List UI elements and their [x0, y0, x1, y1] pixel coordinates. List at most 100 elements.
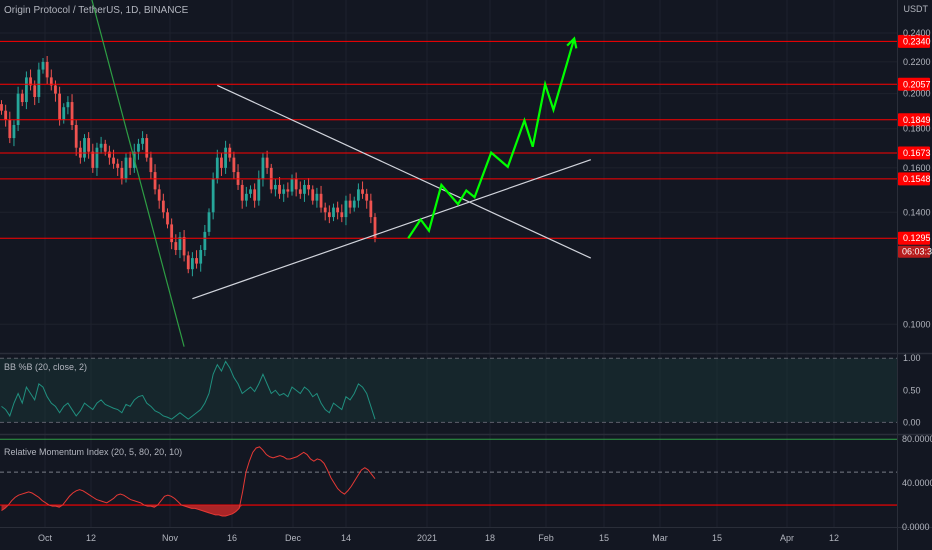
- countdown-text: 06:03:38: [902, 247, 932, 257]
- candle: [323, 202, 327, 221]
- quote-currency-label: USDT: [903, 4, 929, 14]
- price-axis-label: 0.1000: [903, 319, 931, 329]
- candle-body: [290, 178, 294, 192]
- level-price-tag-text: 0.1673: [903, 148, 931, 158]
- candle: [211, 172, 215, 220]
- time-axis-label: 12: [829, 533, 839, 543]
- candle-body: [137, 143, 140, 152]
- candle-body: [215, 157, 219, 179]
- candle-body: [128, 157, 132, 168]
- bb-axis-label: 1.00: [903, 353, 921, 363]
- candle-body: [37, 69, 41, 97]
- candle-body: [103, 143, 107, 152]
- candle-body: [298, 189, 302, 194]
- candle-body: [161, 200, 165, 213]
- time-axis-label: Apr: [780, 533, 794, 543]
- price-axis-label: 0.2000: [903, 89, 931, 99]
- candle: [352, 196, 356, 212]
- candle-body: [87, 138, 91, 152]
- candle-body: [95, 147, 99, 168]
- bb-axis-label: 0.50: [903, 385, 921, 395]
- candle-body: [294, 178, 298, 190]
- bb-percent-b-panel[interactable]: [0, 357, 897, 423]
- candle: [274, 179, 277, 197]
- candle-body: [319, 193, 323, 208]
- candle-body: [120, 167, 124, 179]
- candle-body: [211, 178, 215, 213]
- time-axis-label: 15: [712, 533, 722, 543]
- level-price-tag: [898, 172, 930, 186]
- candle: [29, 69, 32, 91]
- candle-body: [170, 224, 174, 243]
- candle: [0, 100, 3, 115]
- candle: [311, 185, 315, 205]
- rmi-line: [1, 446, 376, 517]
- time-axis-label: Dec: [285, 533, 302, 543]
- price-axis[interactable]: 0.2340 0.2057 0.1849 0.1673 0.1548 0.1295 0.24…: [898, 28, 932, 532]
- candle-body: [153, 172, 157, 190]
- candle-body: [357, 189, 360, 201]
- candle: [41, 57, 45, 74]
- bb-indicator-label[interactable]: BB %B (20, close, 2): [4, 362, 88, 372]
- candle: [369, 193, 373, 224]
- candle: [332, 203, 335, 222]
- candle: [16, 86, 20, 132]
- price-panel[interactable]: [0, 0, 897, 347]
- rmi-panel[interactable]: [0, 438, 897, 517]
- level-price-tag-text: 0.1849: [903, 115, 931, 125]
- candle: [170, 218, 174, 250]
- candle: [357, 183, 360, 208]
- candle: [220, 152, 223, 176]
- rmi-indicator-label[interactable]: Relative Momentum Index (20, 5, 80, 20, …: [4, 447, 183, 457]
- candle-body: [344, 200, 348, 218]
- candle-body: [25, 77, 28, 103]
- candle-body: [145, 138, 149, 158]
- candle-body: [224, 147, 227, 168]
- candle-body: [195, 258, 198, 264]
- candle: [166, 208, 169, 229]
- candle-body: [361, 189, 364, 194]
- candle: [303, 179, 306, 202]
- candle: [74, 120, 78, 156]
- candle: [257, 170, 261, 206]
- candle: [265, 150, 269, 174]
- rmi-axis-label: 80.0000: [902, 434, 932, 444]
- level-price-tag: [898, 113, 930, 127]
- candle: [319, 185, 323, 213]
- candle-body: [365, 193, 369, 201]
- candle: [261, 152, 265, 187]
- candle-body: [232, 157, 236, 173]
- trendline-descending-resistance: [217, 84, 592, 259]
- candle-body: [149, 157, 153, 173]
- level-price-tag: [898, 34, 930, 48]
- rmi-axis-label: 0.0000: [902, 522, 930, 532]
- time-axis[interactable]: Oct 12 Nov 16 Dec 14 2021 18 Feb 15 Mar 15 Apr 12: [38, 533, 839, 543]
- candle: [182, 230, 186, 262]
- price-axis-label: 0.1600: [903, 163, 931, 173]
- candle-body: [116, 163, 120, 168]
- time-axis-label: 18: [485, 533, 495, 543]
- candle-body: [207, 212, 211, 232]
- candle-body: [274, 184, 277, 190]
- candle-body: [29, 77, 32, 86]
- candle: [232, 151, 236, 180]
- candle-body: [199, 250, 203, 264]
- candle-body: [8, 119, 12, 139]
- candle-body: [311, 189, 315, 201]
- candle: [66, 96, 70, 115]
- candle-body: [178, 236, 182, 251]
- time-axis-label: 15: [599, 533, 609, 543]
- candle-body: [4, 110, 8, 120]
- candle-body: [0, 104, 3, 111]
- candle: [70, 94, 74, 131]
- candle: [186, 251, 190, 274]
- price-axis-label: 0.2400: [903, 28, 931, 38]
- candle: [87, 132, 91, 159]
- candle: [215, 149, 219, 184]
- candle: [224, 140, 227, 174]
- candle-body: [203, 231, 207, 251]
- bb-percent-b-line: [1, 360, 376, 420]
- price-axis-label: 0.2200: [903, 57, 931, 67]
